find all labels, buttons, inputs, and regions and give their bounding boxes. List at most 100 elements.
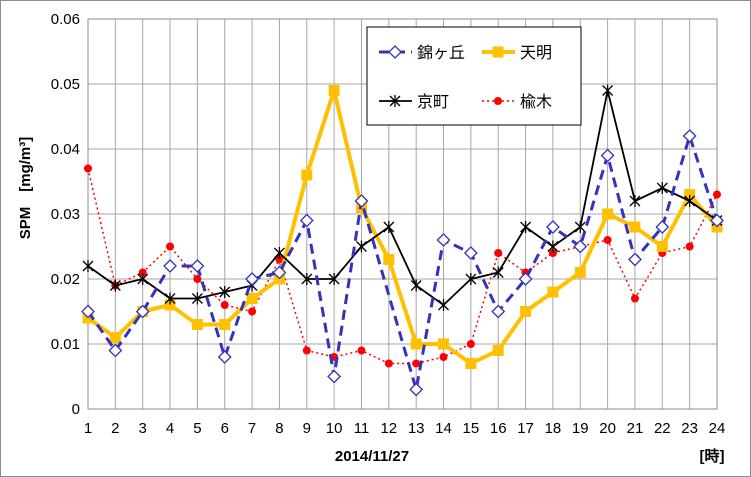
x-tick-label: 12 <box>380 420 397 437</box>
data-point <box>220 301 229 309</box>
data-point <box>328 273 340 285</box>
y-tick-label: 0.04 <box>51 141 80 158</box>
data-point <box>682 129 697 143</box>
data-point <box>137 273 149 285</box>
data-point <box>328 85 340 96</box>
data-point <box>82 260 94 272</box>
y-tick-label: 0.01 <box>51 336 80 353</box>
y-tick-label: 0.06 <box>51 11 80 28</box>
data-point <box>710 213 724 228</box>
y-tick-label: 0.03 <box>51 206 80 223</box>
x-tick-label: 7 <box>248 420 256 437</box>
data-point <box>383 254 395 265</box>
data-point <box>629 195 641 207</box>
x-tick-label: 17 <box>517 420 534 437</box>
legend-swatch-marker <box>389 95 401 107</box>
series-layer <box>81 84 724 397</box>
data-point <box>438 299 449 311</box>
data-point <box>465 358 477 369</box>
x-tick-label: 23 <box>681 420 698 437</box>
x-tick-label: 14 <box>435 420 452 437</box>
data-point <box>246 293 258 304</box>
legend-entry: 楡木 <box>482 92 552 111</box>
data-point <box>272 265 287 280</box>
tick-layer: 00.010.020.030.040.050.061 2 3 4 5 6 7 8 9 10 11 12… <box>51 11 726 437</box>
x-tick-label: 20 <box>599 420 616 437</box>
data-point <box>108 343 123 358</box>
data-point <box>217 350 232 364</box>
data-point <box>412 359 421 368</box>
data-point <box>327 369 342 384</box>
x-tick-label: 4 <box>166 420 174 437</box>
legend-label: 京町 <box>417 92 449 111</box>
x-tick-label: 6 <box>221 420 229 437</box>
x-axis-unit-label: [時] <box>700 447 725 465</box>
data-point <box>629 221 641 233</box>
data-point <box>518 272 533 286</box>
data-point <box>248 307 257 316</box>
data-point <box>219 319 231 330</box>
x-tick-label: 10 <box>326 420 343 437</box>
legend-entry: 天明 <box>482 43 552 62</box>
data-point <box>466 340 475 348</box>
legend-swatch-marker <box>494 97 502 105</box>
data-point <box>656 182 668 194</box>
series-line <box>86 88 719 366</box>
series-line <box>87 168 718 365</box>
data-point <box>245 272 260 286</box>
data-point <box>603 236 612 244</box>
data-point <box>492 345 504 356</box>
data-point <box>302 346 311 355</box>
data-point <box>354 194 369 208</box>
x-tick-label: 24 <box>709 420 726 437</box>
data-point <box>491 304 506 319</box>
data-point <box>135 304 150 319</box>
data-point <box>357 346 366 355</box>
data-point <box>492 266 504 279</box>
data-point <box>436 233 451 247</box>
legend-entry: 京町 <box>379 92 449 111</box>
data-point <box>273 247 285 259</box>
x-tick-label: 8 <box>275 420 283 437</box>
x-tick-label: 18 <box>545 420 562 437</box>
x-tick-label: 19 <box>572 420 589 437</box>
data-point <box>465 273 477 285</box>
data-point <box>600 148 615 163</box>
legend-label: 錦ヶ丘 <box>417 43 465 62</box>
y-tick-label: 0.02 <box>51 271 80 288</box>
data-point <box>383 221 395 233</box>
y-tick-label: 0.05 <box>51 76 80 93</box>
data-point <box>463 246 478 260</box>
x-tick-label: 3 <box>139 420 147 437</box>
data-point <box>545 220 560 234</box>
x-tick-label: 5 <box>193 420 201 437</box>
data-point <box>573 239 588 254</box>
data-point <box>438 338 450 350</box>
data-point <box>628 252 642 267</box>
data-point <box>713 190 721 199</box>
y-axis-title: SPM [mg/m³] <box>17 137 34 240</box>
y-tick-label: 0 <box>72 401 80 418</box>
data-point <box>547 286 559 298</box>
data-point <box>163 259 177 273</box>
data-point <box>684 195 696 207</box>
data-point <box>301 273 313 285</box>
x-tick-label: 15 <box>463 420 480 437</box>
data-point <box>439 353 448 361</box>
data-point <box>166 242 175 251</box>
data-point <box>384 359 393 368</box>
data-point <box>109 279 121 292</box>
legend-entry: 錦ヶ丘 <box>379 43 465 62</box>
x-tick-label: 2 <box>111 420 119 437</box>
data-point <box>410 279 422 292</box>
x-tick-label: 13 <box>408 420 425 437</box>
legend-label: 天明 <box>520 43 552 62</box>
data-point <box>602 84 614 97</box>
series-line <box>86 134 719 391</box>
data-point <box>84 164 92 173</box>
data-point <box>81 304 95 319</box>
x-tick-label: 21 <box>627 420 644 437</box>
data-point <box>219 286 231 298</box>
